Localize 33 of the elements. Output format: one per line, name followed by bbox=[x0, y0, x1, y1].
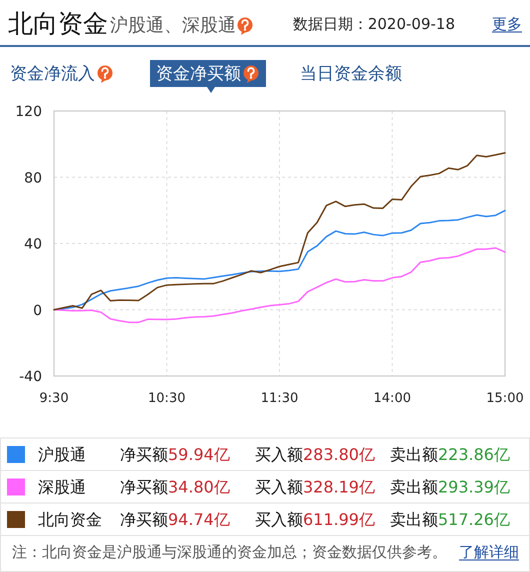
legend-label: 深股通 bbox=[38, 478, 86, 496]
chart-title: 北向资金 bbox=[8, 9, 108, 38]
text: 买入额328.19亿 bbox=[255, 478, 375, 496]
x-tick-label: 9:30 bbox=[39, 391, 69, 406]
y-tick-label: 40 bbox=[24, 236, 42, 252]
text: 买入额611.99亿 bbox=[255, 510, 375, 529]
chart-subtitle: 沪股通、深股通 bbox=[110, 15, 236, 36]
text: 净买额59.94亿 bbox=[120, 445, 230, 464]
legend-label: 沪股通 bbox=[38, 445, 86, 464]
text: 卖出额293.39亿 bbox=[390, 478, 510, 496]
x-tick-label: 14:00 bbox=[374, 391, 411, 406]
line-series bbox=[53, 247, 506, 324]
text: 当日资金余额 bbox=[300, 64, 402, 84]
x-tick-label: 10:30 bbox=[148, 391, 186, 406]
y-tick-label: -40 bbox=[19, 369, 42, 385]
line-series bbox=[53, 152, 506, 310]
text: 了解详细 bbox=[459, 543, 519, 561]
text: 更多 bbox=[492, 15, 522, 33]
text: 卖出额517.26亿 bbox=[390, 510, 510, 529]
text: 资金净买额 bbox=[156, 64, 241, 84]
text: 卖出额223.86亿 bbox=[390, 445, 510, 464]
y-tick-label: 0 bbox=[33, 302, 42, 319]
text: 净买额34.80亿 bbox=[120, 478, 230, 496]
legend-label: 北向资金 bbox=[38, 510, 102, 529]
text: 买入额283.80亿 bbox=[255, 445, 375, 464]
y-tick-label: 120 bbox=[15, 104, 42, 120]
text: 净买额94.74亿 bbox=[120, 510, 230, 529]
x-tick-label: 15:00 bbox=[486, 391, 524, 406]
text: 数据日期：2020-09-18 bbox=[292, 15, 455, 33]
text: 注：北向资金是沪股通与深股通的资金加总；资金数据仅供参考。 bbox=[12, 543, 447, 561]
y-tick-label: 80 bbox=[24, 170, 42, 186]
text: 资金净流入 bbox=[10, 64, 95, 84]
x-tick-label: 11:30 bbox=[260, 391, 298, 406]
